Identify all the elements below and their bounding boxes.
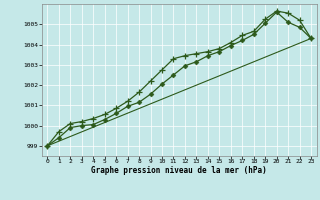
X-axis label: Graphe pression niveau de la mer (hPa): Graphe pression niveau de la mer (hPa) — [91, 166, 267, 175]
